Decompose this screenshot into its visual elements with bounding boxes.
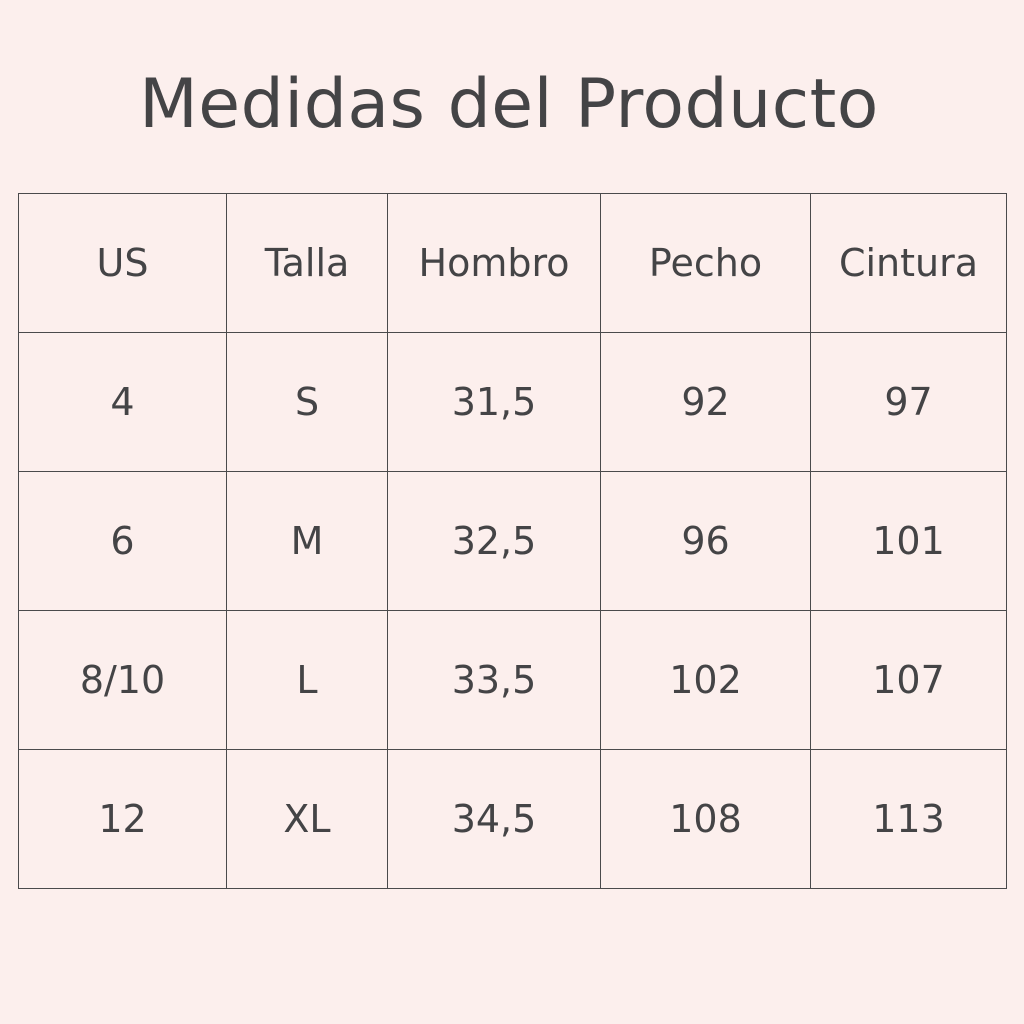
table-row: 8/10 L 33,5 102 107 xyxy=(18,610,1007,750)
table-row: 4 S 31,5 92 97 xyxy=(18,332,1007,472)
header-hombro: Hombro xyxy=(387,193,601,333)
cell-cintura: 107 xyxy=(810,610,1007,750)
cell-hombro: 32,5 xyxy=(387,471,601,611)
header-talla: Talla xyxy=(226,193,388,333)
cell-us: 6 xyxy=(18,471,227,611)
cell-talla: M xyxy=(226,471,388,611)
cell-pecho: 108 xyxy=(600,749,811,889)
cell-hombro: 31,5 xyxy=(387,332,601,472)
cell-hombro: 33,5 xyxy=(387,610,601,750)
cell-talla: XL xyxy=(226,749,388,889)
cell-cintura: 101 xyxy=(810,471,1007,611)
size-table: US Talla Hombro Pecho Cintura 4 S 31,5 9… xyxy=(18,193,1007,889)
header-cintura: Cintura xyxy=(810,193,1007,333)
header-us: US xyxy=(18,193,227,333)
table-row: 12 XL 34,5 108 113 xyxy=(18,749,1007,889)
cell-talla: L xyxy=(226,610,388,750)
cell-cintura: 97 xyxy=(810,332,1007,472)
cell-us: 12 xyxy=(18,749,227,889)
cell-pecho: 96 xyxy=(600,471,811,611)
cell-cintura: 113 xyxy=(810,749,1007,889)
table-row: 6 M 32,5 96 101 xyxy=(18,471,1007,611)
cell-us: 8/10 xyxy=(18,610,227,750)
header-pecho: Pecho xyxy=(600,193,811,333)
cell-pecho: 92 xyxy=(600,332,811,472)
cell-talla: S xyxy=(226,332,388,472)
table-header-row: US Talla Hombro Pecho Cintura xyxy=(18,193,1007,333)
cell-pecho: 102 xyxy=(600,610,811,750)
cell-us: 4 xyxy=(18,332,227,472)
page-title: Medidas del Producto xyxy=(139,65,879,144)
cell-hombro: 34,5 xyxy=(387,749,601,889)
